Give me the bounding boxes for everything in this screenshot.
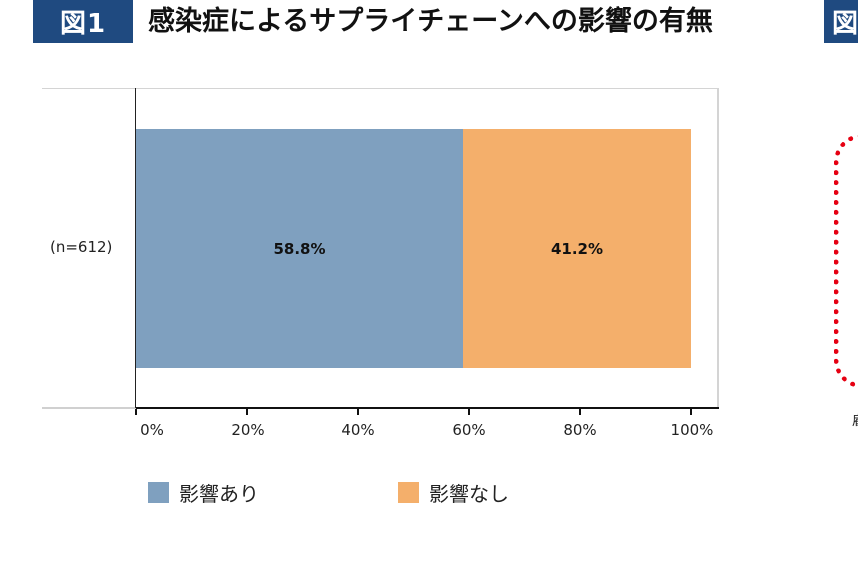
x-tick-label: 100% (670, 421, 714, 439)
chart-plot-area (42, 88, 719, 408)
bar-value-label: 58.8% (273, 239, 326, 258)
figure-label: 図1 (59, 9, 107, 39)
bar-value-label: 41.2% (550, 239, 604, 258)
category-label: (n=612) (50, 238, 113, 256)
legend-label: 影響なし (429, 482, 509, 506)
x-tick-label: 20% (231, 421, 265, 439)
y-axis (135, 88, 136, 408)
next-figure-label: 図 (832, 9, 858, 39)
dotted-highlight-outline (834, 134, 858, 388)
x-tick (468, 409, 470, 415)
x-tick-label: 40% (341, 421, 375, 439)
x-tick-label: 60% (452, 421, 486, 439)
legend-item-not-affected: 影響なし (398, 478, 509, 507)
legend-label: 影響あり (179, 482, 259, 506)
figure-badge: 図1 (33, 0, 133, 43)
bar-segment-not-affected: 41.2% (463, 129, 691, 368)
x-tick-label: 0% (140, 421, 164, 439)
x-tick (579, 409, 581, 415)
x-tick (135, 409, 137, 415)
x-tick-label: 80% (563, 421, 597, 439)
legend-swatch-affected (148, 482, 169, 503)
x-tick (246, 409, 248, 415)
next-figure-badge: 図 (824, 0, 858, 43)
legend-item-affected: 影響あり (148, 478, 259, 507)
bar-segment-affected: 58.8% (136, 129, 463, 368)
legend-swatch-not-affected (398, 482, 419, 503)
cropped-text: 雇 (852, 410, 858, 429)
x-axis (136, 407, 719, 409)
chart-title: 感染症によるサプライチェーンへの影響の有無 (148, 6, 713, 37)
x-tick (357, 409, 359, 415)
x-tick (690, 409, 692, 415)
